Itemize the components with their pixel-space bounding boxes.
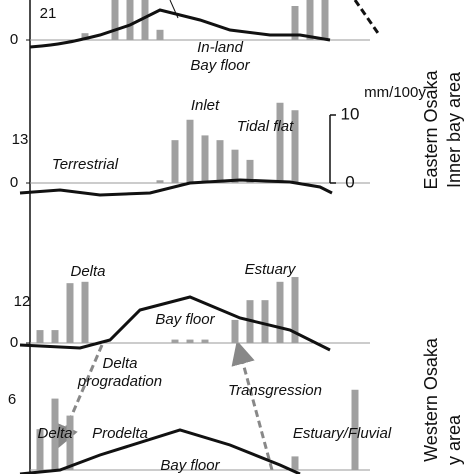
- annotation: progradation: [77, 373, 162, 390]
- annotation: In-land: [197, 39, 244, 56]
- annotation: Delta: [102, 355, 137, 372]
- profile-curve: [19, 428, 301, 474]
- bar: [246, 159, 254, 183]
- bar: [186, 339, 194, 343]
- y2-tick-label: 10: [341, 104, 360, 123]
- annotation: Bay floor: [155, 311, 215, 328]
- profile-curve: [19, 178, 333, 197]
- annotation: Bay floor: [190, 57, 250, 74]
- side-label: Western Osaka: [421, 337, 441, 462]
- profile-curve: [29, 8, 331, 49]
- annotation: Delta: [70, 263, 105, 280]
- bar: [201, 135, 209, 183]
- profile-curve: [19, 295, 331, 352]
- sample-count: 13: [12, 131, 29, 148]
- bar: [216, 140, 224, 183]
- annotation: Inlet: [191, 97, 220, 114]
- bar: [111, 0, 119, 41]
- bar: [291, 277, 299, 343]
- bar: [291, 6, 299, 40]
- dashed-arrow: [231, 340, 274, 471]
- bar: [321, 0, 329, 41]
- annotation: Bay floor: [160, 457, 220, 474]
- bar: [306, 0, 314, 41]
- bar: [171, 339, 179, 343]
- bar: [36, 429, 44, 470]
- bar: [51, 330, 59, 343]
- bar: [186, 119, 194, 183]
- y2-axis-label: mm/100y: [364, 84, 426, 101]
- bar: [51, 398, 59, 470]
- bar: [231, 319, 239, 343]
- y-tick-label: 0: [10, 334, 18, 351]
- bar: [231, 149, 239, 183]
- bar: [126, 0, 134, 41]
- bar: [36, 330, 44, 343]
- sample-count: 21: [40, 5, 57, 22]
- bar: [351, 389, 359, 470]
- annotation: Tidal flat: [237, 118, 294, 135]
- y-tick-label: 0: [10, 31, 18, 48]
- annotation: Terrestrial: [52, 156, 119, 173]
- bar: [276, 281, 284, 343]
- bar: [66, 283, 74, 343]
- annotation: Estuary/Fluvial: [293, 425, 392, 442]
- bar: [156, 180, 164, 183]
- side-label: Inner bay area: [444, 71, 464, 188]
- bar: [81, 33, 89, 40]
- side-label: y area: [444, 414, 464, 465]
- bar: [81, 281, 89, 343]
- y-tick-label: 0: [10, 174, 18, 191]
- bar: [201, 339, 209, 343]
- annotation: Transgression: [228, 382, 322, 399]
- dashed-arrow: [353, 0, 382, 37]
- annotation: Prodelta: [92, 425, 148, 442]
- side-label: Eastern Osaka: [421, 69, 441, 189]
- bar: [156, 29, 164, 40]
- annotation: Estuary: [245, 261, 297, 278]
- bar: [291, 110, 299, 183]
- bar: [141, 0, 149, 40]
- bar: [171, 140, 179, 183]
- annotation: Delta: [37, 425, 72, 442]
- bar: [291, 456, 299, 470]
- sample-count: 6: [8, 391, 16, 408]
- bar: [261, 300, 269, 343]
- dashed-arrow: [55, 344, 104, 450]
- bar: [66, 415, 74, 470]
- sample-count: 12: [14, 293, 31, 310]
- y2-tick-label: 0: [345, 172, 354, 191]
- bar: [276, 102, 284, 183]
